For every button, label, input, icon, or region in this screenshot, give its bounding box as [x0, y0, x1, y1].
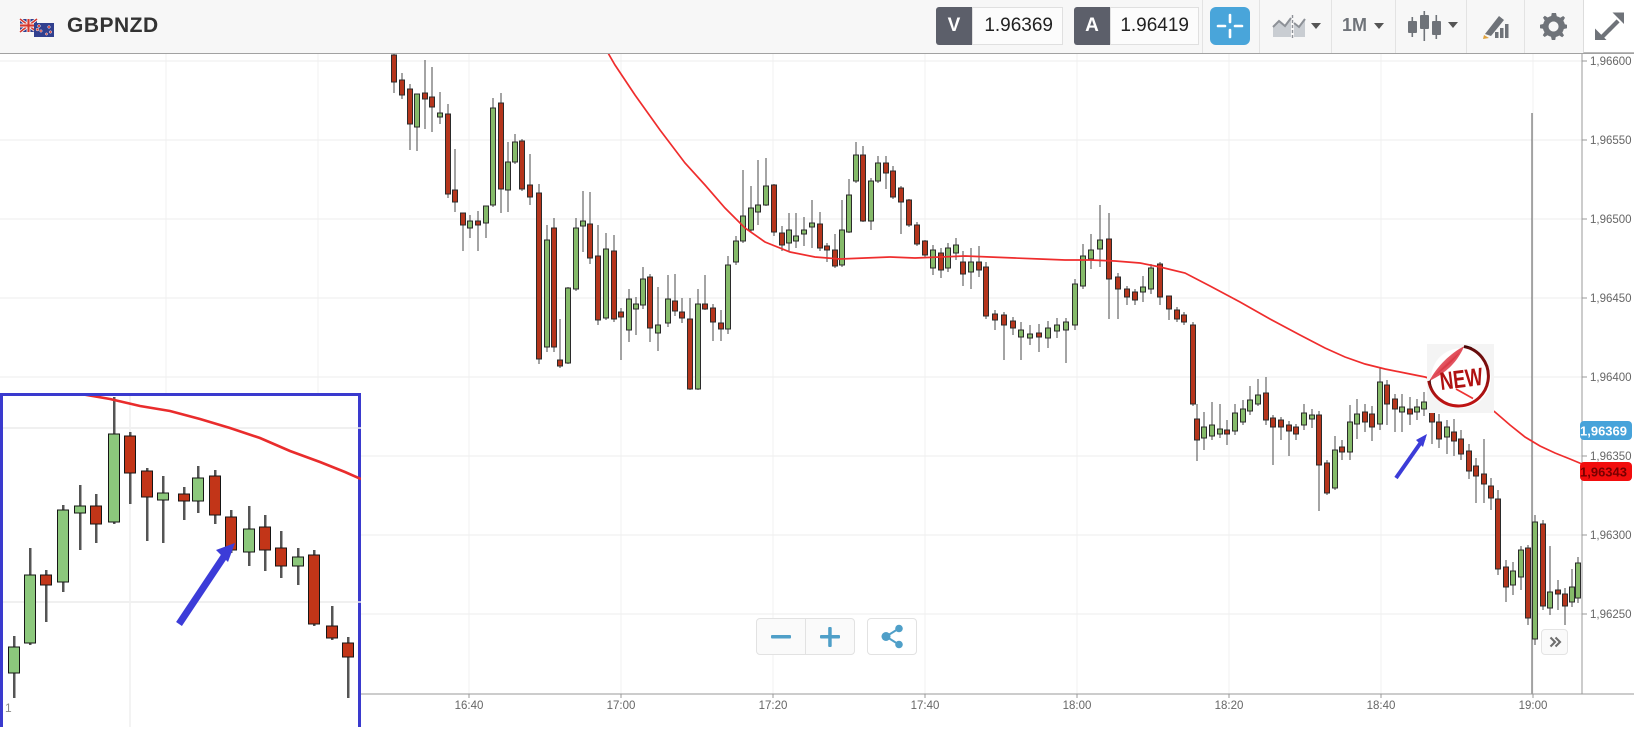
svg-text:17:20: 17:20 [759, 700, 788, 712]
svg-text:1,96250: 1,96250 [1590, 609, 1632, 621]
svg-text:NEW: NEW [1438, 363, 1484, 396]
svg-text:1,96450: 1,96450 [1590, 293, 1632, 305]
svg-text:1,96600: 1,96600 [1590, 56, 1632, 68]
svg-text:19:00: 19:00 [1519, 700, 1548, 712]
svg-text:1,96550: 1,96550 [1590, 135, 1632, 147]
svg-text:1,96400: 1,96400 [1590, 372, 1632, 384]
svg-text:1: 1 [5, 701, 12, 715]
svg-text:18:20: 18:20 [1215, 700, 1244, 712]
svg-text:1,96300: 1,96300 [1590, 530, 1632, 542]
svg-text:1,96350: 1,96350 [1590, 451, 1632, 463]
svg-text:1,96343: 1,96343 [1580, 465, 1627, 480]
svg-text:1,96369: 1,96369 [1580, 424, 1627, 439]
svg-text:16:40: 16:40 [455, 700, 484, 712]
svg-text:17:00: 17:00 [607, 700, 636, 712]
svg-text:18:00: 18:00 [1063, 700, 1092, 712]
svg-text:1,96500: 1,96500 [1590, 214, 1632, 226]
svg-text:17:40: 17:40 [911, 700, 940, 712]
svg-text:18:40: 18:40 [1367, 700, 1396, 712]
